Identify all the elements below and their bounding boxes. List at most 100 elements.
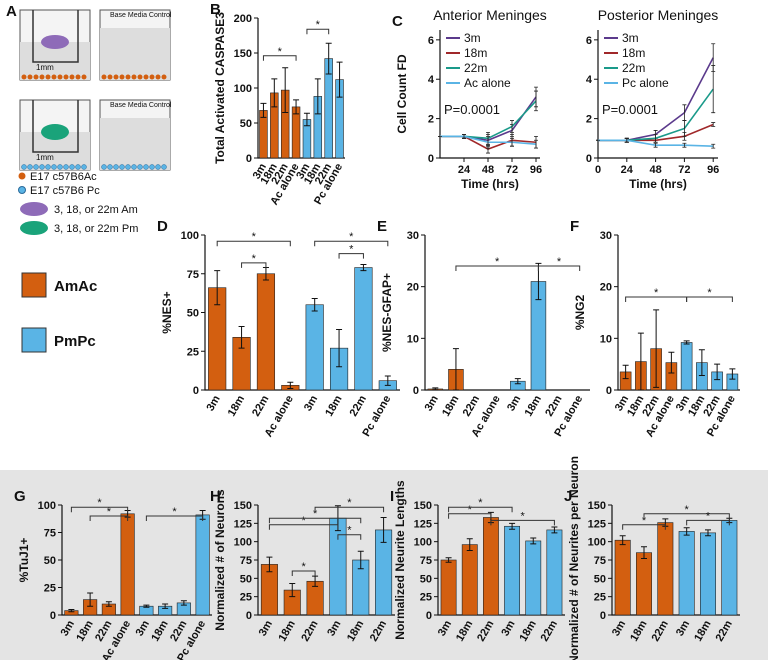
- y-axis-label: Normalized Neurite Lengths: [393, 480, 407, 640]
- significance-bracket: [448, 513, 492, 519]
- significance-mark: *: [478, 497, 483, 509]
- error-bar: [105, 601, 112, 607]
- ac-cells: [101, 74, 167, 80]
- significance-mark: *: [252, 231, 257, 243]
- error-bar: [336, 61, 343, 98]
- y-tick-label: 10: [407, 333, 419, 345]
- significance-mark: *: [349, 244, 354, 256]
- error-bar: [325, 42, 332, 75]
- y-tick-label: 0: [193, 385, 199, 397]
- legend-swatch: [21, 272, 47, 298]
- y-tick-label: 30: [407, 230, 419, 242]
- error-bar: [180, 600, 187, 606]
- y-tick-label: 25: [240, 592, 252, 604]
- error-bar: [282, 67, 289, 113]
- key-dot: [18, 186, 26, 194]
- error-bar: [641, 546, 647, 560]
- scale-label: 1mm: [36, 63, 54, 72]
- ac-cells: [21, 74, 87, 80]
- significance-bracket: [268, 524, 339, 530]
- bar: [700, 532, 716, 616]
- error-bar: [143, 604, 150, 608]
- bar: [636, 552, 652, 616]
- y-tick-label: 2: [586, 114, 592, 126]
- bar: [614, 539, 631, 616]
- error-bar: [705, 529, 711, 537]
- y-tick-label: 20: [600, 282, 612, 294]
- chart-title: Posterior Meninges: [598, 7, 719, 23]
- significance-mark: *: [706, 510, 711, 522]
- error-bar: [271, 78, 278, 108]
- error-bar: [653, 133, 658, 143]
- error-bar: [714, 363, 721, 381]
- y-tick-label: 50: [187, 308, 199, 320]
- x-axis-label: Time (hrs): [629, 177, 687, 191]
- y-tick-label: 100: [234, 537, 252, 549]
- y-tick-label: 75: [44, 528, 56, 540]
- chart-title: Anterior Meninges: [433, 7, 547, 23]
- error-bar: [287, 381, 294, 389]
- error-bar: [311, 298, 318, 312]
- significance-bracket: [89, 515, 129, 521]
- significance-mark: *: [495, 256, 500, 268]
- error-bar: [432, 387, 439, 391]
- y-tick-label: 6: [428, 35, 434, 47]
- significance-mark: *: [468, 504, 473, 516]
- panel-label: E: [377, 218, 387, 235]
- y-tick-label: 75: [420, 555, 432, 567]
- x-axis-label: Time (hrs): [461, 177, 519, 191]
- bar: [354, 267, 373, 391]
- x-tick-label: 18m: [523, 393, 545, 418]
- error-bar: [619, 535, 626, 546]
- y-tick-label: 150: [414, 500, 432, 512]
- significance-bracket: [337, 534, 362, 540]
- panel-label: D: [157, 218, 168, 235]
- y-axis-label: Total Activated CASPASE3: [213, 12, 227, 164]
- axis: [597, 30, 718, 159]
- bar: [256, 273, 276, 391]
- legend-label: Pc alone: [622, 76, 669, 90]
- significance-bracket: [490, 519, 555, 526]
- error-bar: [266, 556, 273, 573]
- panel-label: A: [6, 3, 17, 20]
- panel-label: C: [392, 13, 403, 30]
- error-bar: [653, 309, 660, 388]
- significance-bracket: [686, 519, 730, 526]
- error-bar: [711, 122, 716, 127]
- significance-bracket: [314, 506, 385, 513]
- error-bar: [510, 137, 514, 147]
- error-bar: [462, 133, 466, 139]
- x-tick-label: 48: [649, 164, 661, 176]
- legend-label: PmPc: [54, 333, 96, 350]
- significance-mark: *: [302, 561, 307, 573]
- error-bar: [682, 142, 687, 148]
- y-tick-label: 75: [187, 269, 199, 281]
- y-tick-label: 0: [413, 385, 419, 397]
- x-tick-label: 24: [458, 164, 471, 176]
- y-tick-label: 200: [234, 13, 252, 25]
- significance-bracket: [291, 570, 316, 576]
- y-tick-label: 150: [234, 48, 252, 60]
- significance-mark: *: [302, 515, 307, 527]
- bar: [305, 304, 324, 391]
- error-bar: [336, 329, 343, 368]
- significance-mark: *: [97, 497, 102, 509]
- line-series: [598, 57, 714, 142]
- panel-label: F: [570, 218, 579, 235]
- error-bar: [357, 550, 364, 570]
- x-tick-label: 96: [530, 164, 542, 176]
- y-axis-label: Normalized # of Neurites per Neuron: [567, 456, 581, 660]
- legend-label: 22m: [464, 61, 487, 75]
- y-tick-label: 25: [44, 583, 56, 595]
- significance-bracket: [145, 515, 204, 521]
- significance-mark: *: [557, 256, 562, 268]
- y-tick-label: 75: [240, 555, 252, 567]
- bar: [461, 544, 478, 616]
- bar: [329, 517, 347, 616]
- y-tick-label: 4: [586, 74, 593, 86]
- x-tick-label: 24: [621, 164, 634, 176]
- control-label: Base Media Control: [110, 12, 172, 19]
- y-axis-label: %NG2: [573, 295, 587, 331]
- annotation: P=0.0001: [602, 102, 658, 117]
- y-tick-label: 100: [234, 83, 252, 95]
